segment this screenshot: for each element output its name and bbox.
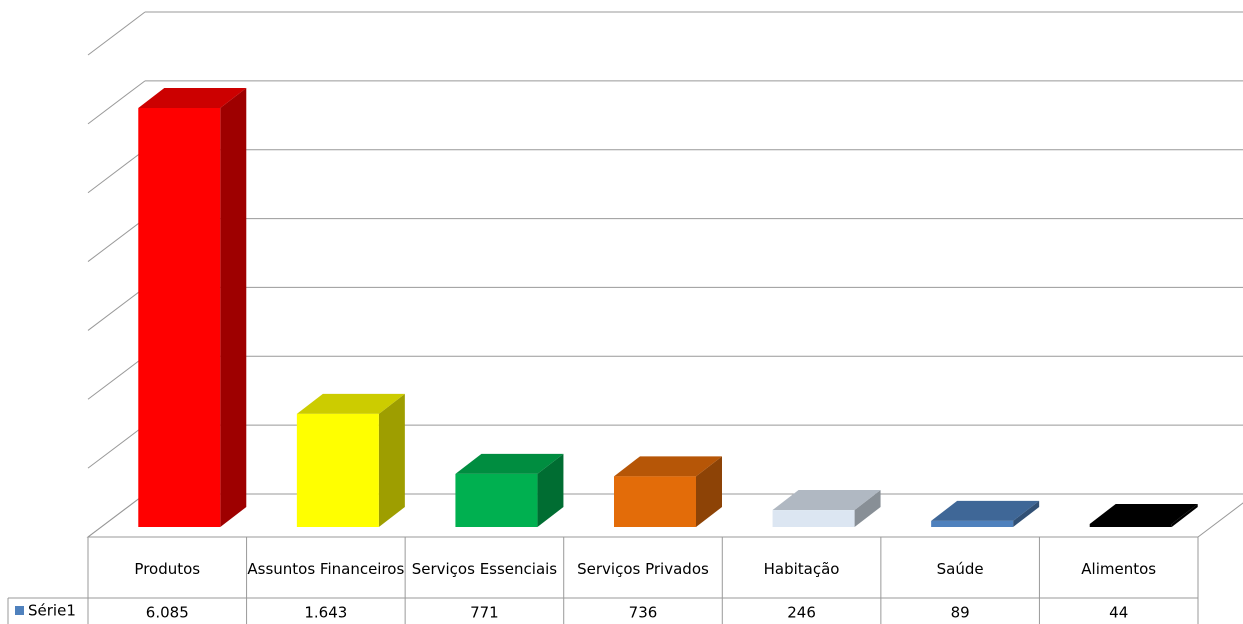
x-tick-label: Assuntos Financeiros	[247, 559, 405, 578]
wall-grid-line	[87, 11, 146, 56]
wall-grid-line	[87, 287, 146, 331]
bar-top	[455, 453, 564, 474]
wall-grid-line	[87, 149, 146, 194]
bar-top	[138, 88, 247, 109]
bar-side	[220, 88, 247, 528]
bar-side	[854, 490, 881, 527]
bar-top	[931, 500, 1040, 521]
bar-side	[1013, 500, 1040, 527]
value-label: 246	[787, 604, 816, 622]
category-cell: Serviços Privados	[577, 559, 709, 578]
bar-side	[696, 456, 722, 527]
wall-grid-line	[87, 355, 146, 400]
x-tick-label: Alimentos	[1081, 559, 1157, 578]
wall-grid-line	[87, 218, 146, 262]
x-tick-label: Habitação	[763, 559, 840, 578]
bar	[614, 476, 696, 527]
bar	[455, 473, 538, 527]
bar-top	[614, 456, 722, 477]
x-tick-label: Serviços Privados	[577, 559, 709, 578]
bar	[1089, 523, 1172, 527]
bar-side	[537, 453, 564, 527]
x-tick-label: Saúde	[936, 559, 984, 578]
bar	[931, 520, 1014, 527]
legend-label: Série1	[28, 602, 76, 620]
value-label: 6.085	[146, 604, 189, 622]
value-label: 44	[1109, 604, 1128, 622]
legend-swatch	[15, 606, 24, 615]
category-cell: Alimentos	[1081, 559, 1157, 578]
wall-grid-line	[87, 493, 146, 538]
category-cell: Saúde	[936, 559, 984, 578]
bar	[138, 108, 221, 528]
value-label: 736	[629, 604, 658, 622]
category-cell: Assuntos Financeiros	[247, 559, 405, 578]
value-label: 1.643	[304, 604, 347, 622]
bar-top	[772, 490, 881, 511]
bar-top	[296, 393, 405, 414]
bar-side	[1171, 503, 1198, 527]
x-tick-label: Serviços Essenciais	[411, 559, 558, 578]
value-label: 771	[470, 604, 499, 622]
bar-side	[378, 393, 405, 527]
bar-top	[1089, 503, 1198, 524]
x-tick-label: Produtos	[134, 559, 201, 578]
bar	[296, 413, 379, 527]
category-cell: Habitação	[763, 559, 840, 578]
category-cell: Serviços Essenciais	[411, 559, 558, 578]
bar	[772, 510, 855, 527]
wall-grid-line	[87, 424, 146, 469]
category-cell: Produtos	[134, 559, 201, 578]
wall-grid-line	[87, 80, 146, 125]
value-label: 89	[951, 604, 970, 622]
